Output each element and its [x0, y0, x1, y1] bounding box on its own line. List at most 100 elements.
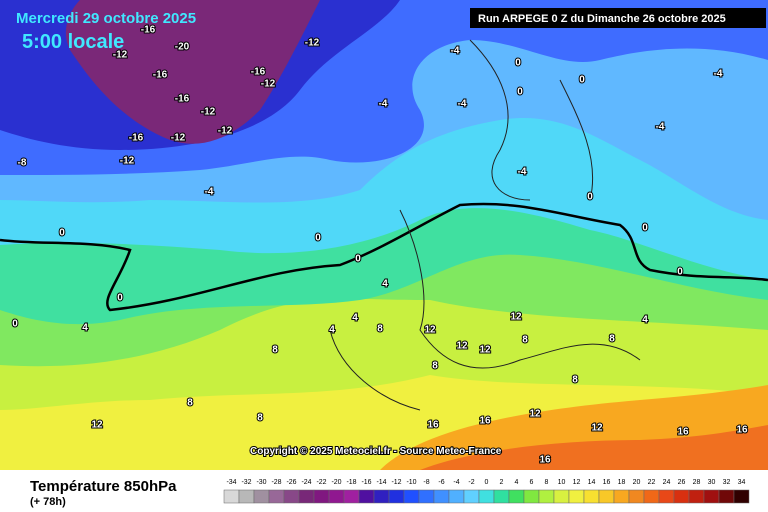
- contour-label: -4: [458, 99, 467, 110]
- legend-swatch: [493, 489, 510, 504]
- zero-isotherm: [0, 202, 768, 312]
- legend-swatch: [328, 489, 345, 504]
- legend-swatch: [358, 489, 375, 504]
- legend-swatch: [388, 489, 405, 504]
- legend-swatch: [613, 489, 630, 504]
- contour-label: 0: [642, 223, 648, 234]
- legend-label: 30: [708, 479, 716, 486]
- legend-swatch: [703, 489, 720, 504]
- contour-label: 8: [572, 375, 578, 386]
- contour-label: 8: [272, 345, 278, 356]
- contour-label: -4: [451, 46, 460, 57]
- legend-swatch: [223, 489, 240, 504]
- contour-label: -4: [714, 69, 723, 80]
- legend-swatch: [553, 489, 570, 504]
- contour-label: 12: [510, 312, 522, 323]
- contour-label: -12: [113, 50, 128, 61]
- legend-swatch: [508, 489, 525, 504]
- contour-label: 16: [427, 420, 439, 431]
- contour-label: -12: [120, 156, 135, 167]
- contour-label: 0: [515, 58, 521, 69]
- contour-label: 4: [329, 325, 335, 336]
- contour-label: -16: [153, 70, 168, 81]
- footer-title: Température 850hPa: [30, 478, 177, 495]
- contour-label: 0: [117, 293, 123, 304]
- contour-label: 16: [677, 427, 689, 438]
- legend-label: 4: [515, 479, 519, 486]
- contour-label: -16: [251, 67, 266, 78]
- run-box: [470, 8, 766, 28]
- contour-label: -12: [171, 133, 186, 144]
- legend-swatch: [238, 489, 255, 504]
- contour-label: 12: [529, 409, 541, 420]
- legend-label: 0: [485, 479, 489, 486]
- contour-label: -4: [379, 99, 388, 110]
- legend-label: -20: [331, 479, 341, 486]
- legend-label: -12: [391, 479, 401, 486]
- contour-label: 16: [479, 416, 491, 427]
- legend-swatch: [313, 489, 330, 504]
- contour-label: -4: [656, 122, 665, 133]
- contour-label: 4: [82, 323, 88, 334]
- contour-label: -12: [218, 126, 233, 137]
- contour-label: 4: [642, 315, 648, 326]
- legend-label: -30: [256, 479, 266, 486]
- contour-label: 12: [479, 345, 491, 356]
- contour-label: 16: [539, 455, 551, 466]
- contour-label: 8: [257, 413, 263, 424]
- legend-swatch: [478, 489, 495, 504]
- legend-swatch: [403, 489, 420, 504]
- legend-swatch: [733, 489, 750, 504]
- legend-label: 20: [633, 479, 641, 486]
- legend-label: 8: [545, 479, 549, 486]
- legend-swatch: [448, 489, 465, 504]
- contour-label: 4: [382, 279, 388, 290]
- contour-label: 12: [91, 420, 103, 431]
- legend-label: 10: [558, 479, 566, 486]
- date: Mercredi 29 octobre 2025: [16, 10, 196, 27]
- time: 5:00 locale: [22, 31, 124, 53]
- legend-label: -24: [301, 479, 311, 486]
- legend-swatch: [688, 489, 705, 504]
- legend-label: 24: [663, 479, 671, 486]
- contour-label: -12: [261, 79, 276, 90]
- legend-swatch: [568, 489, 585, 504]
- legend: -34 -32 -30 -28 -26 -24 -22 -20 -18 -16 -14 -12 -10-…: [223, 479, 750, 504]
- legend-swatch: [538, 489, 555, 504]
- contour-label: 0: [587, 192, 593, 203]
- legend-label: -8: [423, 479, 429, 486]
- legend-label: -26: [286, 479, 296, 486]
- legend-swatch: [718, 489, 735, 504]
- contour-label: 4: [352, 313, 358, 324]
- contour-label: 0: [677, 267, 683, 278]
- legend-swatch: [268, 489, 285, 504]
- legend-swatch: [658, 489, 675, 504]
- contour-label: -20: [175, 42, 190, 53]
- contour-label: 8: [377, 324, 383, 335]
- legend-label: -28: [271, 479, 281, 486]
- contour-label: 8: [609, 334, 615, 345]
- legend-label: 22: [648, 479, 656, 486]
- legend-label: 32: [723, 479, 731, 486]
- contour-label: -4: [205, 187, 214, 198]
- legend-label: -10: [406, 479, 416, 486]
- contour-label: -4: [518, 167, 527, 178]
- contour-label: -16: [141, 25, 156, 36]
- legend-swatch: [628, 489, 645, 504]
- legend-swatch: [298, 489, 315, 504]
- contour-label: 0: [517, 87, 523, 98]
- legend-swatch: [598, 489, 615, 504]
- legend-label: 26: [678, 479, 686, 486]
- legend-label: -22: [316, 479, 326, 486]
- legend-swatch: [373, 489, 390, 504]
- legend-label: -18: [346, 479, 356, 486]
- contour-label: 0: [355, 254, 361, 265]
- legend-label: -32: [241, 479, 251, 486]
- legend-label: -4: [453, 479, 459, 486]
- legend-label: -16: [361, 479, 371, 486]
- contour-label: 0: [59, 228, 65, 239]
- contour-label: -8: [18, 158, 27, 169]
- contour-label: 8: [187, 398, 193, 409]
- contour-label: 16: [736, 425, 748, 436]
